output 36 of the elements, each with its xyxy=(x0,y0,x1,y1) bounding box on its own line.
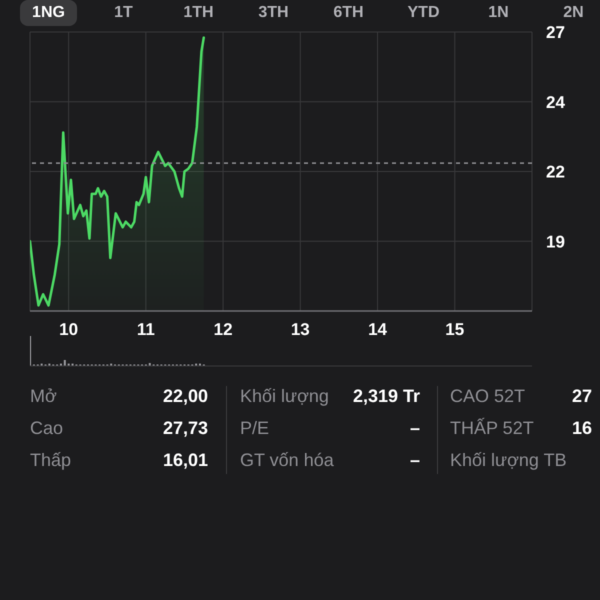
x-tick-label: 11 xyxy=(136,320,155,340)
text: Khối lượng xyxy=(240,386,329,407)
text: Cao xyxy=(30,418,64,439)
bar xyxy=(64,360,66,366)
x-tick-label: 14 xyxy=(368,320,388,340)
text: 2N xyxy=(563,4,584,22)
text: – xyxy=(410,450,420,471)
text: 6TH xyxy=(333,4,364,22)
text: 3TH xyxy=(258,4,289,22)
text: 2,319 Tr xyxy=(352,386,420,407)
text: 16 xyxy=(572,418,592,439)
text: Thấp xyxy=(30,450,72,471)
text: GT vốn hóa xyxy=(240,450,334,471)
y-tick-label: 19 xyxy=(546,232,565,252)
text: 1TH xyxy=(183,4,214,22)
text: CAO 52T xyxy=(450,386,526,407)
x-tick-label: 13 xyxy=(290,320,310,340)
text: 27,73 xyxy=(162,418,208,439)
y-tick-label: 27 xyxy=(546,23,565,42)
text: 1N xyxy=(488,4,509,22)
y-tick-label: 24 xyxy=(546,92,566,112)
text: – xyxy=(410,418,420,439)
x-tick-label: 12 xyxy=(214,320,233,340)
text: 16,01 xyxy=(162,450,208,471)
text: 1T xyxy=(114,4,133,22)
y-tick-label: 22 xyxy=(546,162,565,182)
text: 1NG xyxy=(32,4,65,22)
text: 22,00 xyxy=(162,386,208,407)
text: Khối lượng TB xyxy=(450,450,567,471)
text: 27 xyxy=(572,386,592,407)
text: Mở xyxy=(30,386,57,407)
x-tick-label: 15 xyxy=(445,320,464,340)
x-tick-label: 10 xyxy=(59,320,78,340)
text: THẤP 52T xyxy=(450,418,534,439)
text: YTD xyxy=(408,4,440,22)
text: P/E xyxy=(240,418,270,439)
